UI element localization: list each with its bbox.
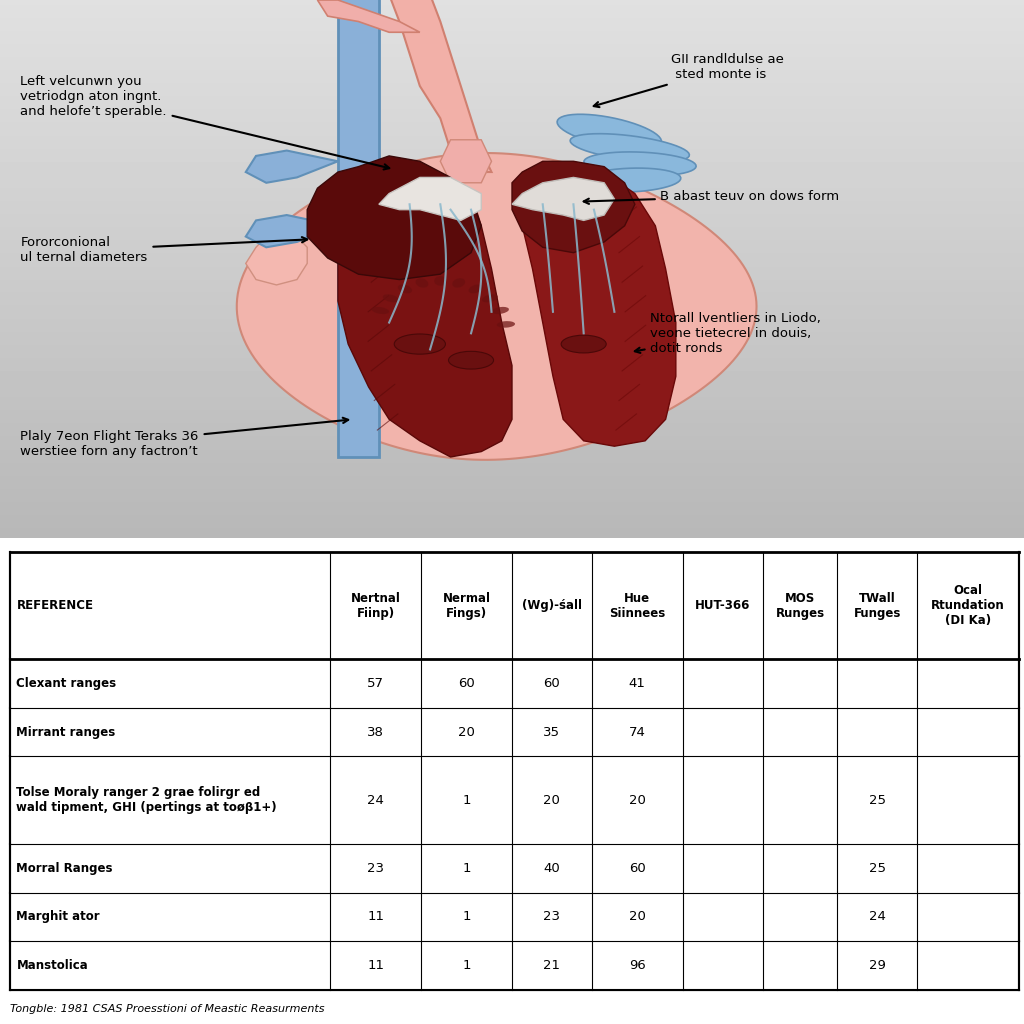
Text: Manstolica: Manstolica [16,959,88,972]
Polygon shape [440,140,492,182]
Ellipse shape [397,285,412,293]
Ellipse shape [492,307,509,314]
Text: 23: 23 [368,862,384,874]
Text: GII randldulse ae
 sted monte is: GII randldulse ae sted monte is [594,53,783,108]
Text: 38: 38 [368,726,384,738]
Bar [10,893,1019,941]
Polygon shape [579,168,681,193]
Text: REFERENCE: REFERENCE [16,599,93,612]
Polygon shape [557,115,662,150]
Text: 24: 24 [869,910,886,924]
Polygon shape [379,177,481,220]
Text: 11: 11 [368,910,384,924]
Text: Ocal
Rtundation
(DI Ka): Ocal Rtundation (DI Ka) [931,585,1006,627]
Ellipse shape [394,334,445,354]
Polygon shape [237,153,757,460]
Text: 25: 25 [869,794,886,807]
Ellipse shape [469,285,483,293]
Text: 20: 20 [458,726,475,738]
Text: 20: 20 [544,794,560,807]
Text: HUT-366: HUT-366 [695,599,751,612]
Bar [10,757,1019,844]
Text: 40: 40 [544,862,560,874]
Polygon shape [512,161,635,253]
Text: MOS
Runges: MOS Runges [775,592,824,620]
Ellipse shape [453,279,465,288]
Text: TWall
Funges: TWall Funges [854,592,901,620]
Ellipse shape [482,294,498,302]
Text: (Wg)-śall: (Wg)-śall [522,599,582,612]
Text: 35: 35 [544,726,560,738]
Text: 24: 24 [368,794,384,807]
Text: Hue
Siinnees: Hue Siinnees [609,592,666,620]
Text: 20: 20 [629,794,646,807]
Text: 20: 20 [629,910,646,924]
Text: 60: 60 [544,677,560,690]
Ellipse shape [372,307,389,314]
Text: Fororconional
ul ternal diameters: Fororconional ul ternal diameters [20,236,307,264]
Ellipse shape [561,335,606,353]
Text: Tolse Moraly ranger 2 grae folirgr ed
wald tipment, GHI (pertings at toøβ1+): Tolse Moraly ranger 2 grae folirgr ed wa… [16,786,278,814]
Ellipse shape [497,322,515,328]
Polygon shape [246,215,338,248]
Text: 29: 29 [869,959,886,972]
Text: Left velcunwn you
vetriodgn aton ingnt.
and helofe’t sperable.: Left velcunwn you vetriodgn aton ingnt. … [20,76,389,169]
Bar [10,844,1019,893]
Bar [10,708,1019,757]
Text: 1: 1 [462,794,471,807]
Text: Nermal
Fings): Nermal Fings) [442,592,490,620]
Text: 60: 60 [629,862,646,874]
Polygon shape [317,0,420,33]
Text: Marghit ator: Marghit ator [16,910,100,924]
Polygon shape [338,177,512,457]
Text: Plaly 7eon Flight Teraks 36
werstiee forn any factron’t: Plaly 7eon Flight Teraks 36 werstiee for… [20,418,348,458]
Text: Mirrant ranges: Mirrant ranges [16,726,116,738]
Text: 57: 57 [368,677,384,690]
Polygon shape [307,156,481,280]
Text: 1: 1 [462,910,471,924]
Text: 1: 1 [462,862,471,874]
Polygon shape [570,134,689,162]
Bar [10,659,1019,708]
Text: Tongble: 1981 CSAS Proesstioni of Meastic Reasurments: Tongble: 1981 CSAS Proesstioni of Measti… [10,1005,325,1014]
Text: 25: 25 [869,862,886,874]
Bar [10,552,1019,659]
Text: Morral Ranges: Morral Ranges [16,862,113,874]
Polygon shape [338,0,379,457]
Polygon shape [246,151,338,182]
Polygon shape [512,177,614,220]
Polygon shape [389,0,492,172]
Text: 74: 74 [629,726,646,738]
Text: 23: 23 [544,910,560,924]
Text: Ntorall lventliers in Liodo,
veone tietecrel in douis,
dotit ronds: Ntorall lventliers in Liodo, veone tiete… [635,312,821,354]
Polygon shape [584,152,696,176]
Ellipse shape [383,294,398,302]
Polygon shape [246,237,307,285]
Text: Clexant ranges: Clexant ranges [16,677,117,690]
Bar [10,941,1019,990]
Text: 41: 41 [629,677,646,690]
Text: 96: 96 [629,959,646,972]
Text: 21: 21 [544,959,560,972]
Polygon shape [512,172,676,446]
Ellipse shape [416,279,428,288]
Text: 11: 11 [368,959,384,972]
Text: 1: 1 [462,959,471,972]
Ellipse shape [449,351,494,369]
Text: B abast teuv on dows form: B abast teuv on dows form [584,189,840,204]
Text: 60: 60 [458,677,475,690]
Ellipse shape [434,276,446,286]
Text: Nertnal
Fiinp): Nertnal Fiinp) [351,592,400,620]
